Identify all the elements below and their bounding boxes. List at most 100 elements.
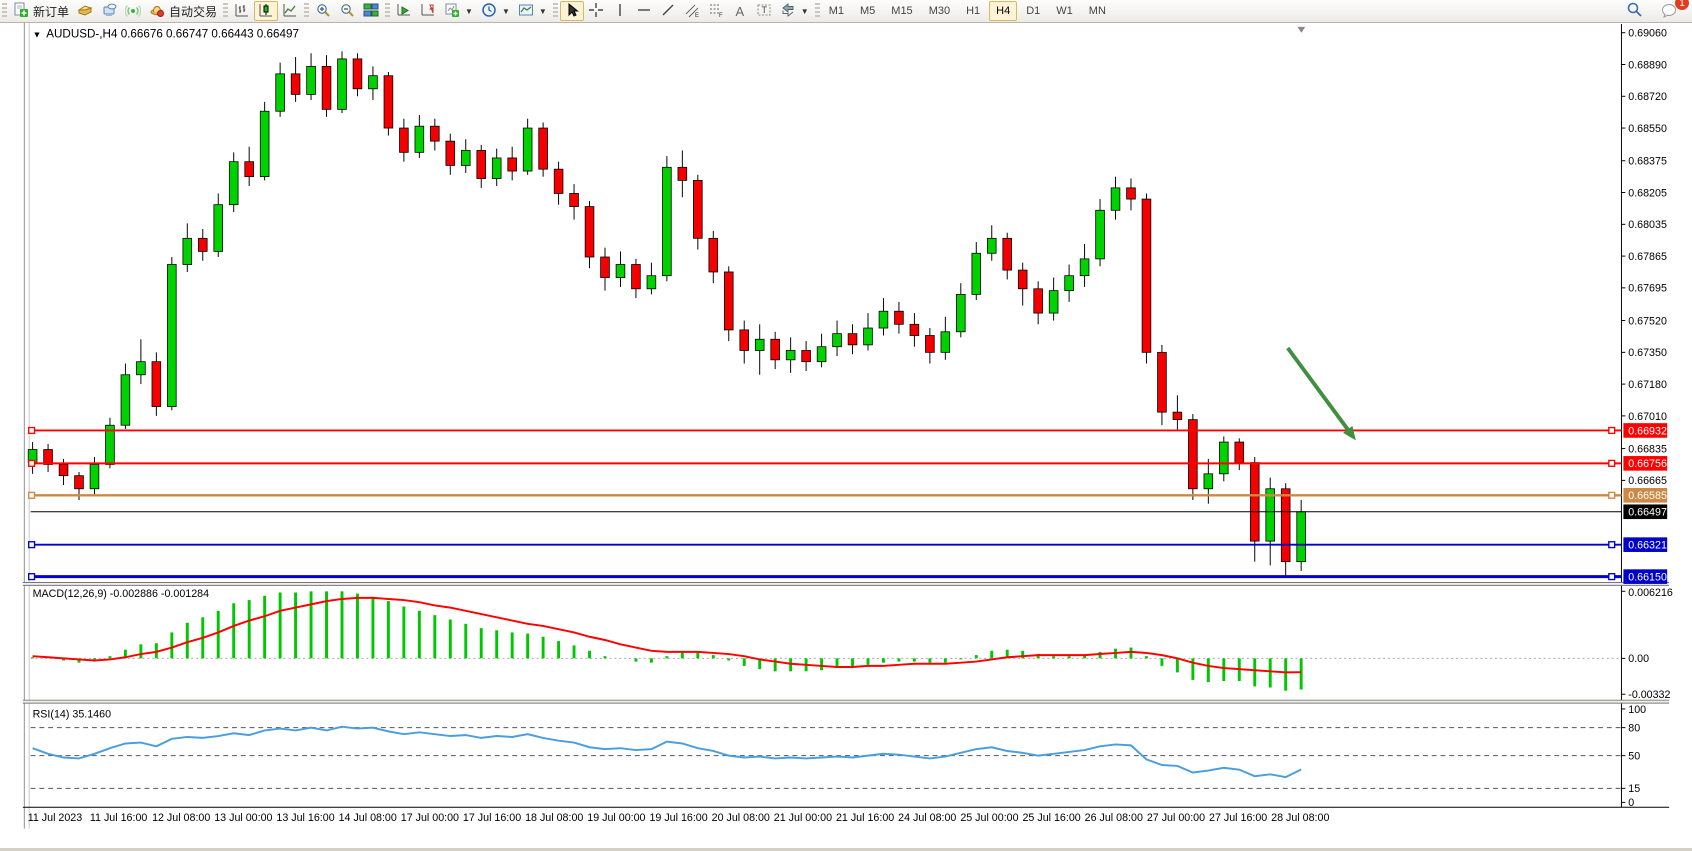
time-axis[interactable]: 11 Jul 2023 11 Jul 16:00 12 Jul 08:00 13 Ju… <box>28 812 1330 824</box>
timeframe-bar: M1 M5 M15 M30 H1 H4 D1 W1 MN <box>822 1 1113 21</box>
horizontal-line-object[interactable]: 0.66932 <box>28 423 1668 438</box>
autotrading-button[interactable]: 自动交易 <box>145 1 221 21</box>
candle-bear <box>584 206 595 258</box>
macd-tick-label: -0.00332 <box>1628 689 1670 701</box>
candle-bull <box>1079 258 1090 277</box>
vertical-line-tool-button[interactable] <box>608 1 632 21</box>
price-tick-label: 0.67520 <box>1628 315 1667 327</box>
line-drag-handle[interactable] <box>1608 541 1616 549</box>
market-button[interactable] <box>73 1 97 21</box>
timeframe-M15[interactable]: M15 <box>891 5 913 17</box>
panel-splitter[interactable] <box>22 700 1670 704</box>
bar-chart-mode-button[interactable] <box>230 1 254 21</box>
line-chart-mode-button[interactable] <box>278 1 302 21</box>
rsi-tick-label: 100 <box>1628 704 1646 716</box>
timeframe-M30[interactable]: M30 <box>928 5 951 17</box>
chevron-down-icon: ▼ <box>501 6 510 16</box>
tile-windows-icon <box>363 2 379 21</box>
line-drag-handle[interactable] <box>28 541 36 549</box>
candle-bull <box>754 338 765 351</box>
toolbar-grip[interactable] <box>304 3 310 19</box>
chart-collapse-arrow[interactable]: ▼ <box>33 30 42 40</box>
price-line-label-text: 0.66321 <box>1628 540 1667 552</box>
candle-bull <box>940 331 951 353</box>
signals-button[interactable] <box>121 1 145 21</box>
line-drag-handle[interactable] <box>1608 459 1616 467</box>
arrow-annotation[interactable] <box>1286 346 1356 441</box>
label-tool-button[interactable]: T <box>752 1 776 21</box>
auto-scroll-button[interactable] <box>392 1 416 21</box>
toolbar-grip[interactable] <box>385 3 391 19</box>
line-drag-handle[interactable] <box>1608 426 1616 435</box>
candle-bear <box>197 237 208 252</box>
toolbar-grip[interactable] <box>814 3 820 19</box>
line-drag-handle[interactable] <box>28 459 36 467</box>
panel-splitter[interactable] <box>22 582 1670 586</box>
new-order-button[interactable]: 新订单 <box>9 1 73 21</box>
new-chart-button[interactable]: ▼ <box>440 1 477 21</box>
line-drag-handle[interactable] <box>1608 573 1616 581</box>
timeframe-W1[interactable]: W1 <box>1056 5 1073 17</box>
timeframe-H4[interactable]: H4 <box>989 1 1018 21</box>
toolbar-grip[interactable] <box>223 3 229 19</box>
main-toolbar: 新订单 自动交易 <box>0 0 1692 23</box>
candle-bear <box>1157 351 1167 413</box>
arrows-shapes-icon <box>780 2 796 21</box>
timeframe-D1[interactable]: D1 <box>1026 5 1041 17</box>
time-tick-label: 14 Jul 08:00 <box>339 812 397 824</box>
rsi-tick-label: 80 <box>1628 723 1640 735</box>
price-tick-label: 0.67180 <box>1628 379 1667 391</box>
price-axis[interactable]: 0.69060 0.68890 0.68720 0.68550 0.68375 0.682… <box>1621 28 1667 488</box>
time-tick-label: 21 Jul 16:00 <box>836 812 894 824</box>
candle-bear <box>569 193 579 207</box>
zoom-in-button[interactable] <box>311 1 335 21</box>
horizontal-line-tool-button[interactable] <box>632 1 656 21</box>
candle-bear <box>151 361 162 407</box>
line-drag-handle[interactable] <box>28 573 36 581</box>
price-chart[interactable]: 0.69060 0.68890 0.68720 0.68550 0.68375 0.682… <box>0 23 1692 851</box>
channel-tool-button[interactable]: E <box>680 1 704 21</box>
macd-label: MACD(12,26,9) -0.002886 -0.001284 <box>33 588 210 600</box>
virtual-hosting-button[interactable] <box>97 1 121 21</box>
templates-button[interactable]: ▼ <box>514 1 551 21</box>
tile-windows-button[interactable] <box>359 1 383 21</box>
zoom-out-button[interactable] <box>335 1 359 21</box>
trendline-tool-button[interactable] <box>656 1 680 21</box>
search-icon <box>1626 1 1643 21</box>
fibonacci-tool-button[interactable]: F <box>704 1 728 21</box>
timeframe-M1[interactable]: M1 <box>828 5 844 17</box>
candlestick-mode-button[interactable] <box>254 1 279 21</box>
candle-bear <box>445 140 456 166</box>
toolbar-grip[interactable] <box>2 3 7 19</box>
line-drag-handle[interactable] <box>28 426 36 435</box>
toolbar-grip[interactable] <box>552 3 558 19</box>
candle-bull <box>136 361 146 376</box>
chart-shift-button[interactable] <box>416 1 440 21</box>
chart-title: AUDUSD-,H4 0.66676 0.66747 0.66443 0.664… <box>46 28 299 41</box>
line-drag-handle[interactable] <box>28 491 36 499</box>
timeframe-M5[interactable]: M5 <box>860 5 876 17</box>
candle-bear <box>801 350 811 363</box>
horizontal-line-object[interactable]: 0.66585 <box>28 488 1668 503</box>
chart-shift-marker[interactable] <box>1297 26 1306 33</box>
candle-bear <box>1188 419 1198 490</box>
line-drag-handle[interactable] <box>1608 491 1616 499</box>
horizontal-line-object[interactable]: 0.66321 <box>28 537 1668 552</box>
text-tool-button[interactable]: A <box>728 1 752 21</box>
cursor-tool-button[interactable] <box>559 1 584 21</box>
candle-bear <box>739 329 749 351</box>
horizontal-line-object[interactable]: 0.66756 <box>28 456 1668 471</box>
search-button[interactable] <box>1622 1 1647 21</box>
horizontal-line-object[interactable]: 0.66150 <box>28 569 1668 584</box>
crosshair-tool-button[interactable] <box>584 1 608 21</box>
timeframe-MN[interactable]: MN <box>1088 5 1106 17</box>
timeframe-H1[interactable]: H1 <box>966 5 981 17</box>
arrows-tool-button[interactable]: ▼ <box>776 1 813 21</box>
candle-bear <box>1280 488 1291 563</box>
candle-bull <box>228 161 239 206</box>
candle-bear <box>352 58 363 90</box>
periods-button[interactable]: ▼ <box>477 1 514 21</box>
notifications-button[interactable]: 1 <box>1657 0 1689 21</box>
price-tick-label: 0.67695 <box>1628 283 1667 295</box>
